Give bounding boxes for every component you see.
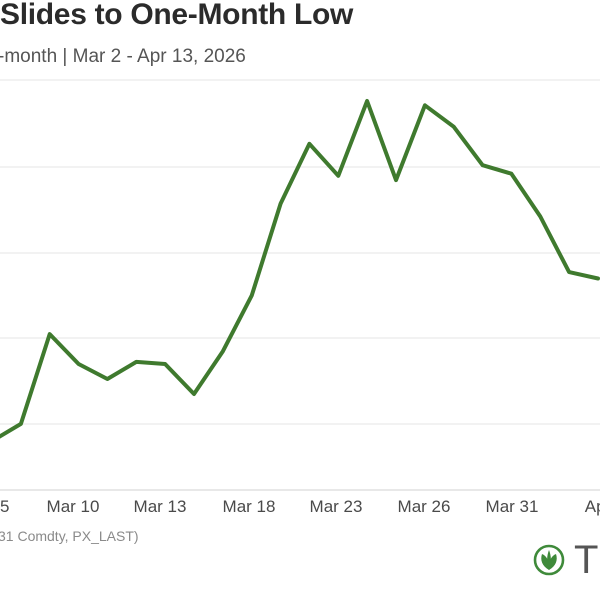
x-tick-label: Mar 18	[223, 497, 276, 516]
chart-title: Slides to One-Month Low	[0, 0, 354, 31]
x-tick-label: Mar 10	[47, 497, 100, 516]
series-line	[0, 99, 600, 439]
x-tick-label: Mar 13	[134, 497, 187, 516]
x-tick-label: Mar 23	[310, 497, 363, 516]
brand-wordmark: T	[574, 538, 599, 582]
x-tick-label: 05	[0, 497, 9, 516]
x-tick-label: Apr	[585, 497, 600, 516]
x-tick-label: Mar 31	[486, 497, 539, 516]
brand-logo: T	[532, 540, 598, 580]
gridlines	[0, 79, 600, 491]
source-note: 31 Comdty, PX_LAST)	[0, 528, 139, 544]
chart-subtitle: -month | Mar 2 - Apr 13, 2026	[0, 46, 246, 67]
x-axis-ticks: 05 Mar 10 Mar 13 Mar 18 Mar 23 Mar 26 Mar 31 Ap…	[0, 497, 600, 516]
leaf-logo-icon	[533, 544, 565, 576]
series-layer	[0, 99, 600, 439]
x-tick-label: Mar 26	[398, 497, 451, 516]
